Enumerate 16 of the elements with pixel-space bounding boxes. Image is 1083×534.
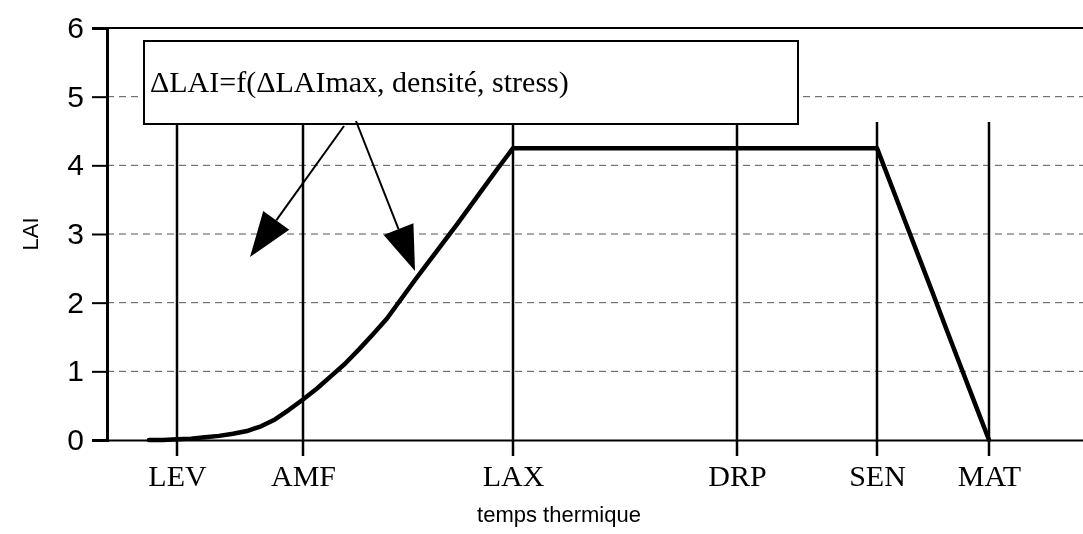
y-tick-label: 4	[67, 148, 84, 182]
x-tick-label: MAT	[957, 459, 1022, 493]
x-tick-label: DRP	[708, 459, 767, 493]
x-tick-label: LAX	[482, 459, 545, 493]
y-axis-title: LAI	[18, 217, 43, 251]
y-tick-label: 1	[67, 354, 84, 388]
annotation: ΔLAI=f(ΔLAImax, densité, stress)	[150, 65, 569, 99]
x-tick-label: AMF	[270, 459, 337, 493]
x-tick-label: LEV	[148, 459, 207, 493]
x-tick-label: SEN	[849, 459, 906, 493]
y-tick-label: 2	[67, 285, 84, 319]
y-tick-label: 5	[67, 79, 84, 113]
x-axis-title: temps thermique	[477, 502, 641, 527]
y-tick-label: 6	[67, 11, 84, 45]
y-tick-label: 3	[67, 217, 84, 251]
y-tick-label: 0	[67, 423, 84, 457]
